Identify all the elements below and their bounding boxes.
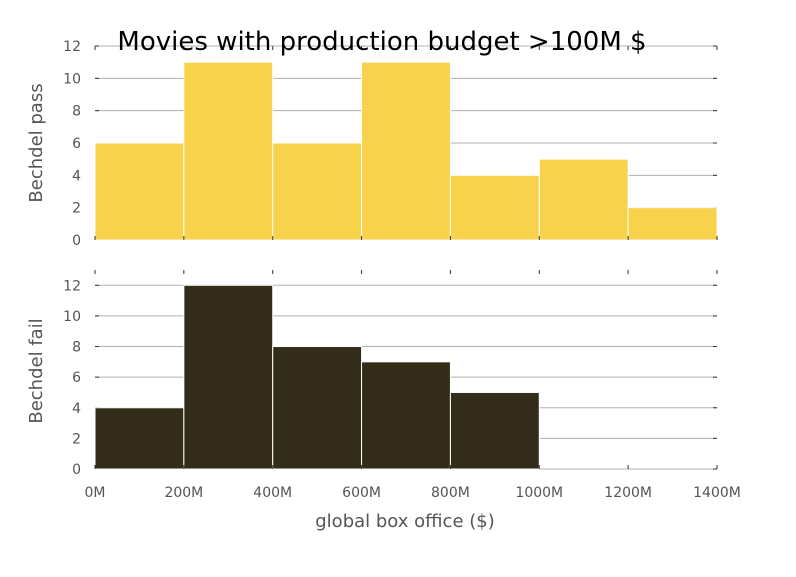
y-tick-label-fail: 12 — [63, 278, 81, 294]
bar-pass — [94, 142, 185, 241]
x-tick-label: 800M — [431, 485, 470, 501]
x-tick-label: 0M — [85, 485, 106, 501]
chart-title: Movies with production budget >100M $ — [117, 27, 646, 57]
x-tick-label: 600M — [342, 485, 381, 501]
bar-fail — [183, 284, 274, 470]
bar-fail — [272, 346, 363, 470]
y-tick-label-pass: 2 — [72, 201, 81, 217]
x-tick-label: 1400M — [693, 485, 741, 501]
y-tick-label-fail: 6 — [72, 370, 81, 386]
bechdel-fail-panel: 0 2 4 6 8 10 12 — [63, 270, 718, 478]
y-tick-label-fail: 10 — [63, 309, 81, 325]
y-tick-label-pass: 8 — [72, 104, 81, 120]
bar-pass — [272, 142, 363, 241]
y-axis-label-pass: Bechdel pass — [26, 83, 47, 202]
x-axis-label: global box office ($) — [315, 511, 494, 532]
x-tick-label: 200M — [164, 485, 203, 501]
y-tick-label-pass: 4 — [72, 168, 81, 184]
bar-fail — [449, 391, 540, 470]
x-axis-ticks: 0M 200M 400M 600M 800M 1000M 1200M 1400M — [85, 485, 741, 501]
y-tick-label-fail: 0 — [72, 462, 81, 478]
bar-pass — [627, 207, 718, 241]
y-tick-label-fail: 2 — [72, 431, 81, 447]
y-tick-label-fail: 8 — [72, 340, 81, 356]
y-tick-label-fail: 4 — [72, 401, 81, 417]
y-tick-label-pass: 6 — [72, 136, 81, 152]
bar-pass — [183, 61, 274, 241]
y-tick-label-pass: 12 — [63, 39, 81, 55]
y-tick-label-pass: 0 — [72, 233, 81, 249]
bar-pass — [538, 158, 629, 241]
bar-pass — [449, 174, 540, 241]
y-tick-label-pass: 10 — [63, 71, 81, 87]
x-tick-label: 400M — [253, 485, 292, 501]
bar-pass — [361, 61, 451, 241]
bar-fail — [361, 361, 451, 470]
bar-fail — [94, 407, 185, 470]
y-axis-label-fail: Bechdel fail — [26, 318, 47, 423]
x-tick-label: 1000M — [515, 485, 563, 501]
x-tick-label: 1200M — [604, 485, 652, 501]
bechdel-pass-panel: 0 2 4 6 8 10 12 — [63, 39, 718, 249]
